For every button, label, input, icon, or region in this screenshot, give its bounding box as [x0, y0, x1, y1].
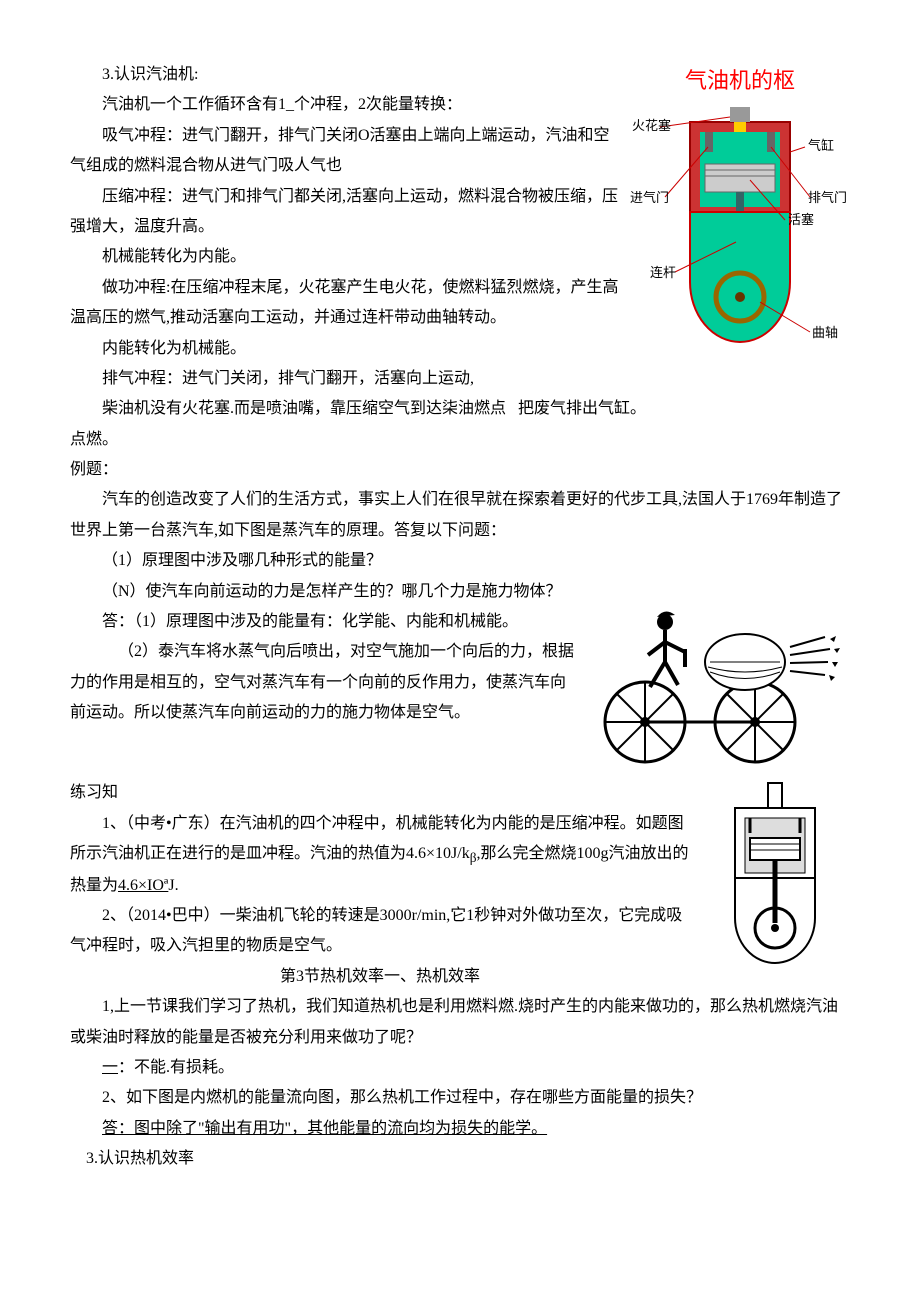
example-header: 例题：: [70, 455, 850, 485]
label-exhaust: 排气门: [808, 190, 847, 205]
example-q2: （N）使汽车向前运动的力是怎样产生的？哪几个力是施力物体？: [70, 577, 850, 607]
practice-p1u: 4.6×IOª: [118, 877, 168, 894]
example-a2-text: （2）泰汽车将水蒸气向后喷出，对空气施加一个向后的力，根据力的作用是相互的，空气…: [70, 643, 574, 721]
next-p1-text: 1,上一节课我们学习了热机，我们知道热机也是利用燃料燃.烧时产生的内能来做功的，…: [70, 998, 838, 1045]
next-p3: 3.认识热机效率: [70, 1144, 850, 1174]
steam-car-svg: [590, 607, 850, 767]
sec3-p8b: 把废气排出气缸。: [518, 400, 646, 417]
label-intake: 进气门: [630, 190, 669, 205]
label-crank: 曲轴: [812, 325, 838, 340]
next-p3-text: 3.认识热机效率: [86, 1150, 194, 1167]
sec3-p8a: 柴油机没有火花塞.而是喷油嘴，靠压缩空气到达柒油燃点: [102, 400, 506, 417]
next-p2: 2、如下图是内燃机的能量流向图，那么热机工作过程中，存在哪些方面能量的损失？: [70, 1083, 850, 1113]
next-p1: 1,上一节课我们学习了热机，我们知道热机也是利用燃料燃.烧时产生的内能来做功的，…: [70, 992, 850, 1053]
sec3-p2-text: 吸气冲程：进气门翻开，排气门关闭O活塞由上端向上端运动，汽油和空气组成的燃料混合…: [70, 127, 610, 174]
next-a2-text: 答：图中除了"输出有用功"，其他能量的流向均为损失的能学。: [102, 1120, 547, 1137]
next-a1-text: ：不能.有损耗。: [118, 1059, 234, 1076]
example-a1-text: 答：（1）原理图中涉及的能量有：化学能、内能和机械能。: [102, 613, 518, 630]
steam-car-diagram: [590, 607, 850, 778]
small-engine-svg: [700, 778, 850, 968]
sec3-p5-text: 做功冲程:在压缩冲程末尾，火花塞产生电火花，使燃料猛烈燃烧，产生高温高压的燃气,…: [70, 279, 618, 326]
label-rod: 连杆: [650, 265, 676, 280]
practice-p1c: J.: [168, 877, 178, 894]
label-cylinder: 气缸: [808, 138, 834, 153]
next-a1-label: 一: [102, 1059, 118, 1076]
next-a1: 一：不能.有损耗。: [70, 1053, 850, 1083]
engine-svg: 火花塞 气缸 进气门 排气门 活塞 连杆 曲轴: [630, 102, 850, 382]
diagram-title: 气油机的枢: [630, 60, 850, 102]
next-a2: 答：图中除了"输出有用功"，其他能量的流向均为损失的能学。: [70, 1114, 850, 1144]
label-spark: 火花塞: [632, 118, 671, 133]
example-q1: （1）原理图中涉及哪几种形式的能量？: [70, 546, 850, 576]
label-piston: 活塞: [788, 212, 814, 227]
sec3-p3-text: 压缩冲程：进气门和排气门都关闭,活塞向上运动，燃料混合物被压缩，压强增大，温度升…: [70, 188, 618, 235]
sec3-p9: 点燃。: [70, 425, 850, 455]
example-q: 汽车的创造改变了人们的生活方式，事实上人们在很早就在探索着更好的代步工具,法国人…: [70, 485, 850, 546]
gasoline-engine-diagram: 气油机的枢 火花塞 气缸 进气门 排气门 活塞 连杆: [630, 60, 850, 382]
practice-p2-text: 2、（2014•巴中）一柴油机飞轮的转速是3000r/min,它1秒钟对外做功至…: [70, 907, 682, 954]
small-engine-diagram: [700, 778, 850, 979]
sec3-p8: 柴油机没有火花塞.而是喷油嘴，靠压缩空气到达柒油燃点 把废气排出气缸。: [70, 394, 850, 424]
